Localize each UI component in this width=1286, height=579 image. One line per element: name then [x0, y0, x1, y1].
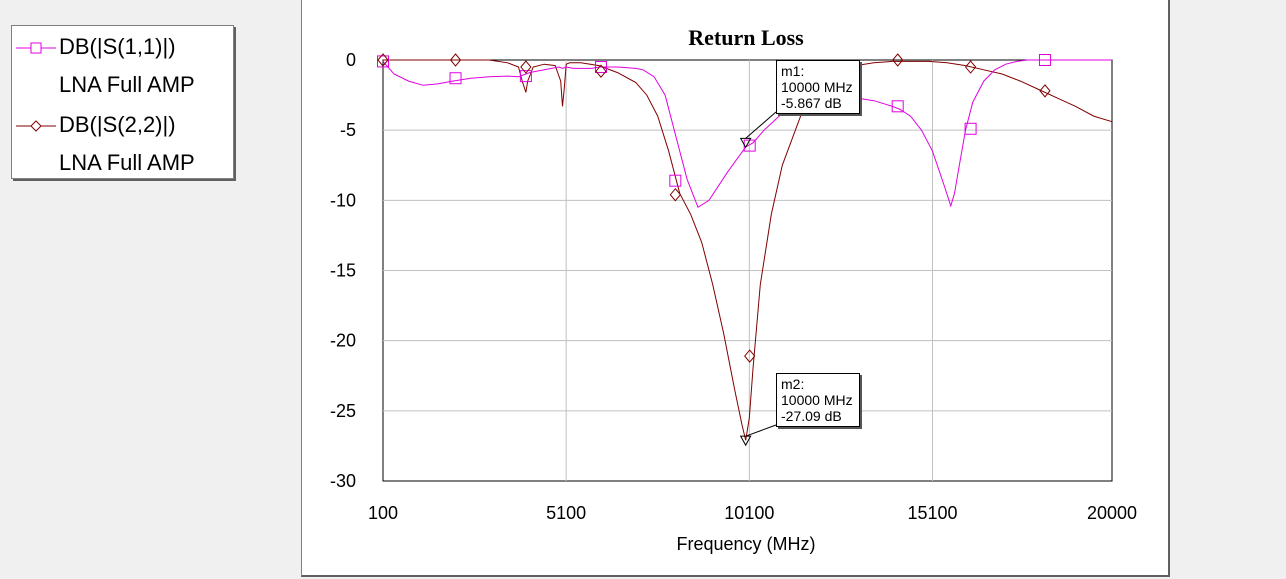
tick-labels: 0 -5 -10 -15 -20 -25 -30 100 5100 10100 15100 20000 — [330, 50, 1137, 523]
y-tick-label: -5 — [340, 120, 356, 140]
marker-m2-box[interactable]: m2: 10000 MHz -27.09 dB — [776, 373, 860, 427]
y-tick-label: -20 — [330, 331, 356, 351]
diamond-symbol — [1039, 84, 1051, 98]
marker-m2-value: -27.09 dB — [781, 408, 842, 424]
series-symbols — [377, 53, 1051, 363]
legend-sublabel-s11: LNA Full AMP — [59, 72, 195, 97]
marker-leaders — [745, 111, 777, 437]
x-tick-label: 100 — [368, 503, 398, 523]
diamond-symbol — [449, 53, 462, 67]
marker-m2-name: m2: — [781, 376, 805, 392]
x-tick-label: 15100 — [907, 503, 957, 523]
diamond-symbol — [520, 60, 532, 74]
chart-title: Return Loss — [688, 25, 804, 50]
y-tick-label: -15 — [330, 261, 356, 281]
x-tick-label: 20000 — [1087, 503, 1137, 523]
diamond-marker-icon — [16, 120, 56, 132]
diamond-symbol — [744, 349, 756, 363]
x-axis-label: Frequency (MHz) — [676, 534, 815, 554]
chart-panel: 0 -5 -10 -15 -20 -25 -30 100 5100 10100 15100 20000… — [301, 0, 1170, 577]
legend-label-s22: DB(|S(2,2)|) — [59, 112, 176, 137]
marker-m1-value: -5.867 dB — [781, 95, 842, 111]
square-symbol — [449, 72, 462, 85]
square-symbol — [1038, 54, 1051, 66]
x-tick-label: 10100 — [724, 503, 774, 523]
diamond-symbol — [964, 60, 977, 74]
legend-sublabel-s22: LNA Full AMP — [59, 150, 195, 175]
marker-m1-name: m1: — [781, 63, 805, 79]
grid — [382, 59, 1113, 482]
square-symbol — [594, 61, 607, 74]
x-tick-label: 5100 — [546, 503, 586, 523]
square-symbol — [669, 174, 682, 187]
square-symbol — [519, 70, 532, 83]
diamond-symbol — [595, 64, 607, 79]
series-line-s11 — [382, 59, 1112, 209]
y-tick-label: -10 — [330, 190, 356, 210]
y-tick-label: 0 — [346, 50, 356, 70]
marker-leader-line — [745, 424, 777, 437]
diamond-symbol — [669, 187, 681, 202]
return-loss-chart: 0 -5 -10 -15 -20 -25 -30 100 5100 10100 15100 20000… — [330, 25, 1137, 554]
legend: DB(|S(1,1)|) LNA Full AMP DB(|S(2,2)|) L… — [11, 25, 234, 179]
square-symbol — [964, 122, 977, 135]
y-tick-label: -30 — [330, 471, 356, 491]
square-symbol — [377, 55, 389, 68]
y-tick-label: -25 — [330, 401, 356, 421]
marker-leader-line — [745, 111, 777, 139]
diamond-symbol — [377, 53, 389, 67]
marker-m1-freq: 10000 MHz — [781, 79, 853, 95]
square-symbol — [891, 100, 904, 113]
diamond-symbol — [892, 53, 904, 67]
legend-label-s11: DB(|S(1,1)|) — [59, 34, 176, 59]
legend-item-s11: DB(|S(1,1)|) LNA Full AMP — [12, 34, 233, 104]
marker-m1-box[interactable]: m1: 10000 MHz -5.867 dB — [776, 60, 860, 114]
legend-item-s22: DB(|S(2,2)|) LNA Full AMP — [12, 112, 233, 182]
square-marker-icon — [16, 42, 56, 54]
series-lines — [382, 59, 1113, 441]
marker-m2-freq: 10000 MHz — [781, 392, 853, 408]
series-line-s22 — [383, 59, 1113, 441]
